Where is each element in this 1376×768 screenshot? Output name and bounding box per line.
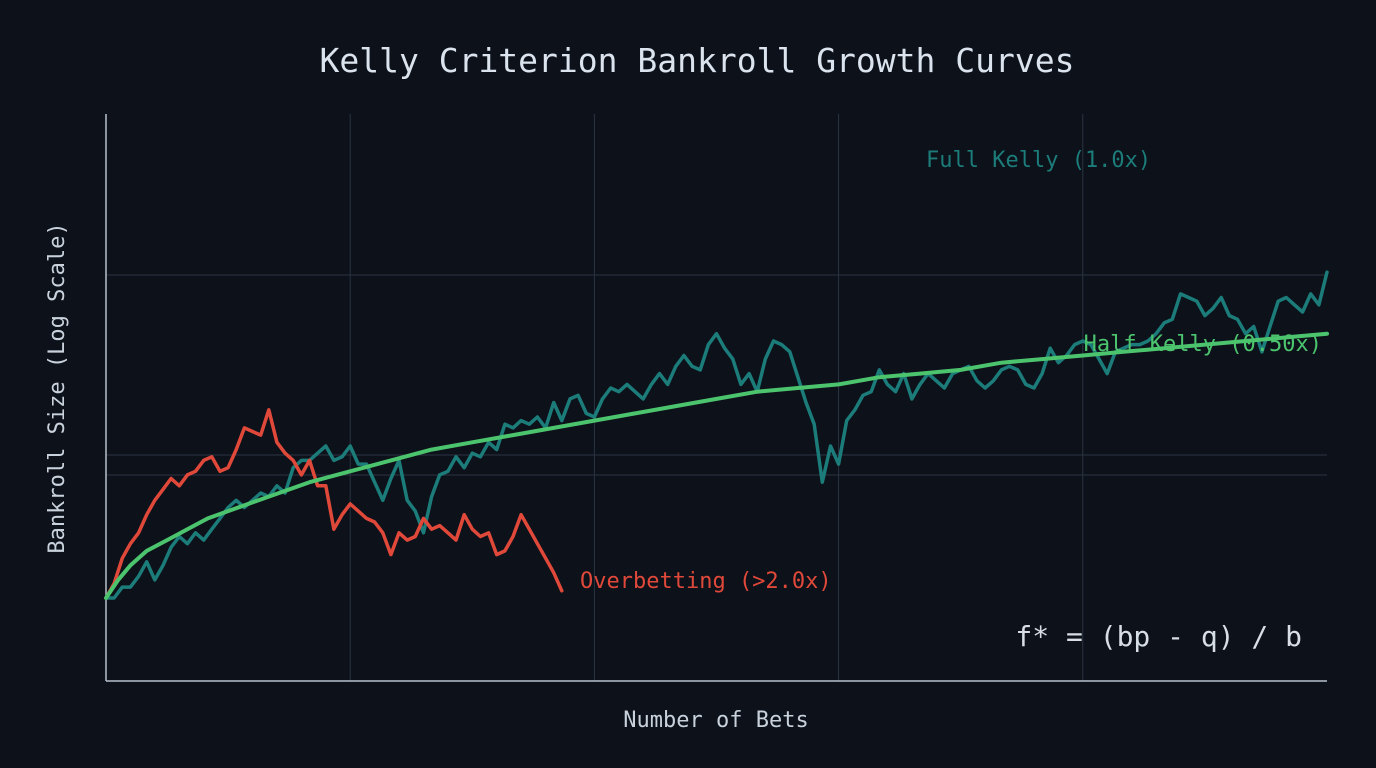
y-axis-label: Bankroll Size (Log Scale) <box>45 222 70 553</box>
series-label-full-kelly: Full Kelly (1.0x) <box>926 148 1151 173</box>
series-label-overbetting: Overbetting (>2.0x) <box>580 569 832 594</box>
axes-layer <box>105 114 1327 682</box>
chart-title: Kelly Criterion Bankroll Growth Curves <box>320 41 1075 80</box>
kelly-formula: f* = (bp - q) / b <box>1015 620 1302 653</box>
series-line-half-kelly <box>104 331 1329 600</box>
series-layer <box>104 270 1329 600</box>
series-line-full-kelly <box>104 270 1329 600</box>
x-axis-label: Number of Bets <box>623 708 808 733</box>
series-label-half-kelly: Half Kelly (0.50x) <box>1084 332 1322 357</box>
series-line-overbetting <box>104 408 564 600</box>
grid-layer <box>106 114 1327 681</box>
